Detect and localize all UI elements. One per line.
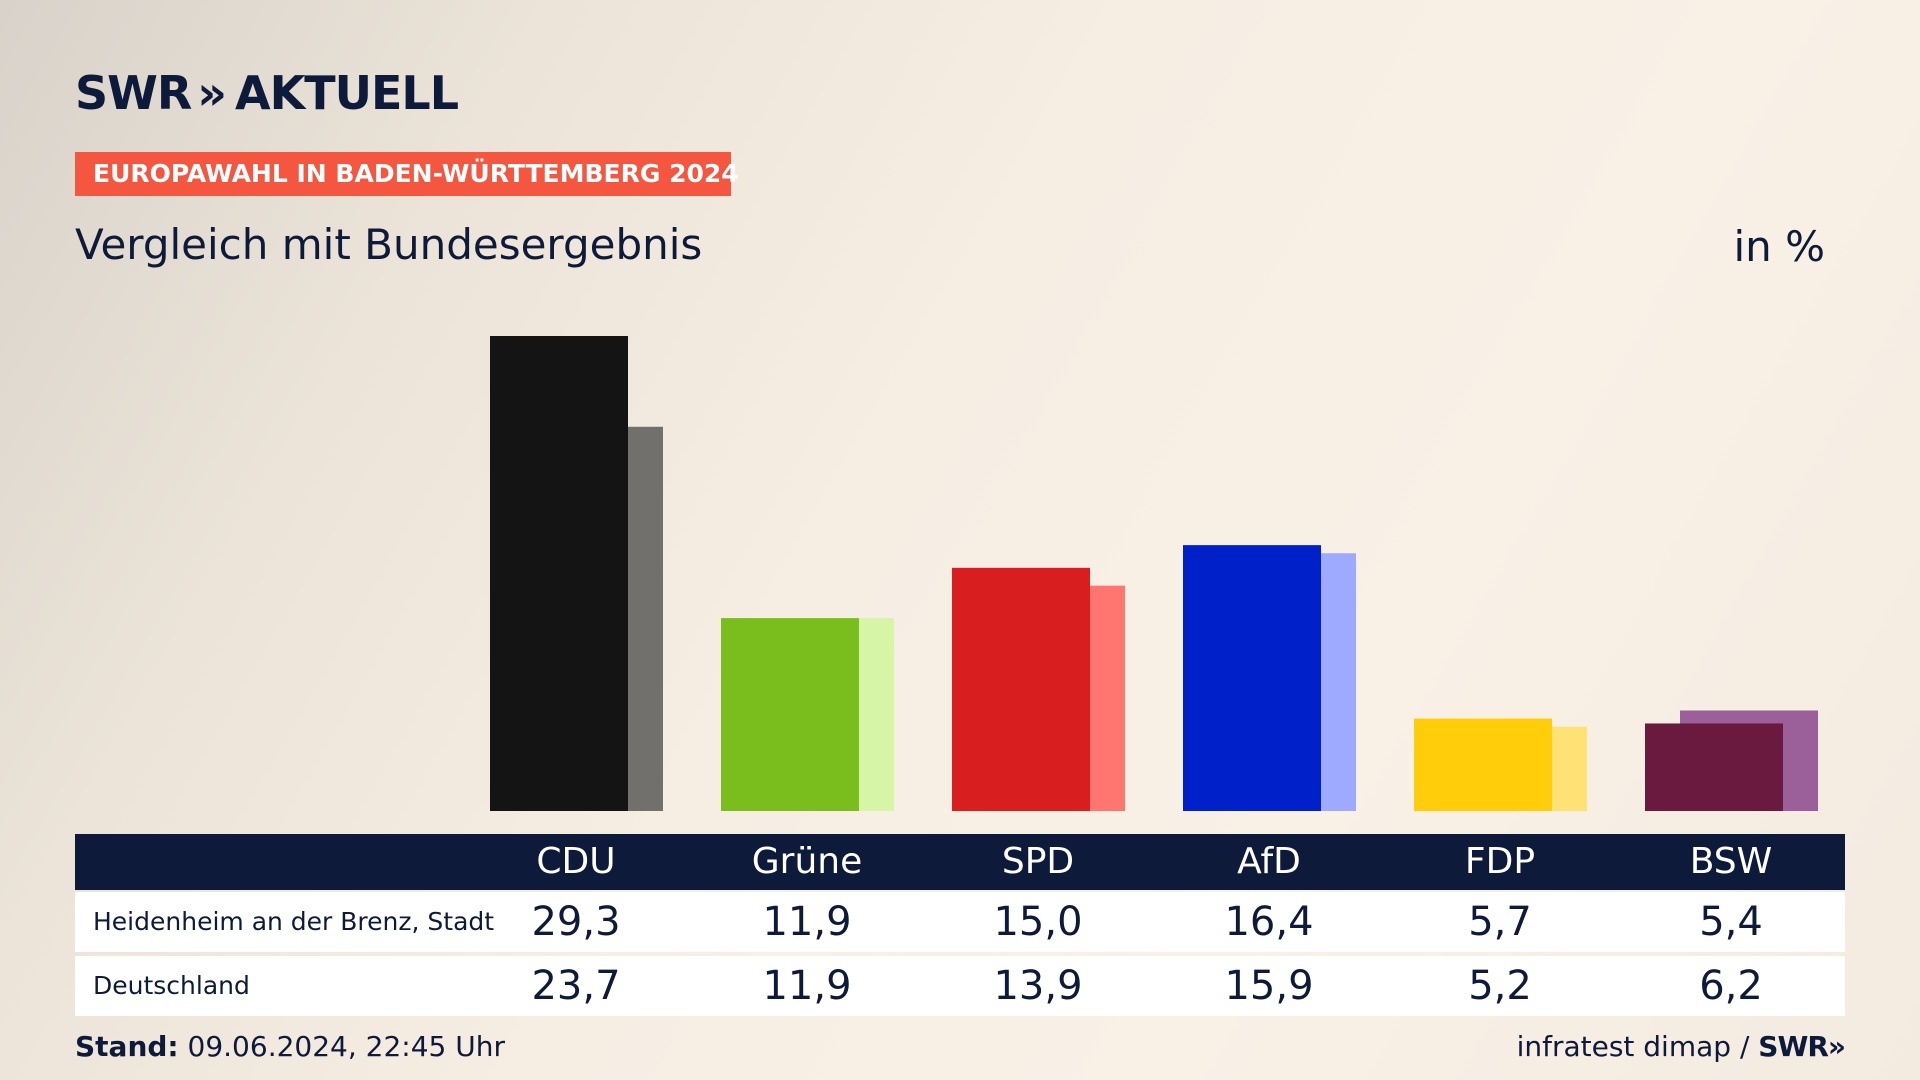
party-label-gruene: Grüne [751, 841, 863, 882]
value-bsw-heidenheim: 5,4 [1699, 899, 1763, 945]
value-cdu-heidenheim: 29,3 [531, 899, 621, 945]
logo-aktuell: AKTUELL [235, 66, 459, 120]
bar-afd-heidenheim [1183, 545, 1321, 811]
table-row: Heidenheim an der Brenz, Stadt 29,3 11,9 1… [75, 892, 1845, 952]
source-text: infratest dimap / [1516, 1030, 1750, 1063]
bar-cdu-heidenheim [490, 336, 628, 811]
party-label-cdu: CDU [536, 841, 616, 882]
bar-gruene-heidenheim [721, 618, 859, 811]
stand-value: 09.06.2024, 22:45 Uhr [187, 1030, 505, 1063]
value-fdp-heidenheim: 5,7 [1468, 899, 1532, 945]
source-logo: SWR» [1758, 1030, 1846, 1063]
value-afd-heidenheim: 16,4 [1224, 899, 1314, 945]
bar-fdp-deutschland [1552, 726, 1587, 811]
value-gruene-deutschland: 11,9 [762, 963, 852, 1009]
bar-cdu-deutschland [628, 426, 663, 811]
timestamp: Stand: 09.06.2024, 22:45 Uhr [75, 1030, 505, 1063]
party-label-fdp: FDP [1464, 841, 1536, 882]
table-header: CDU Grüne SPD AfD FDP BSW [75, 834, 1845, 890]
unit-label: in % [1733, 222, 1825, 271]
bar-gruene-deutschland [859, 618, 894, 811]
value-cdu-deutschland: 23,7 [531, 963, 621, 1009]
table-row: Deutschland 23,7 11,9 13,9 15,9 5,2 6,2 [75, 956, 1845, 1016]
bar-bsw-heidenheim [1645, 723, 1783, 811]
stand-label: Stand: [75, 1030, 179, 1063]
row-label-region: Heidenheim an der Brenz, Stadt [93, 907, 495, 936]
swr-aktuell-logo: SWR» AKTUELL [75, 66, 459, 120]
party-label-afd: AfD [1237, 841, 1301, 882]
chart-title: Vergleich mit Bundesergebnis [75, 220, 703, 269]
logo-swr: SWR [75, 66, 192, 120]
party-label-spd: SPD [1001, 841, 1075, 882]
bar-afd-deutschland [1321, 553, 1356, 811]
row-label-national: Deutschland [93, 971, 250, 1000]
value-spd-heidenheim: 15,0 [993, 899, 1083, 945]
bar-fdp-heidenheim [1414, 718, 1552, 811]
party-label-bsw: BSW [1689, 841, 1773, 882]
value-afd-deutschland: 15,9 [1224, 963, 1314, 1009]
bar-spd-deutschland [1090, 585, 1125, 811]
value-bsw-deutschland: 6,2 [1699, 963, 1763, 1009]
source-credit: infratest dimap / SWR» [1516, 1030, 1846, 1063]
value-gruene-heidenheim: 11,9 [762, 899, 852, 945]
value-spd-deutschland: 13,9 [993, 963, 1083, 1009]
value-fdp-deutschland: 5,2 [1468, 963, 1532, 1009]
election-kicker: EUROPAWAHL IN BADEN-WÜRTTEMBERG 2024 [75, 152, 739, 196]
bar-spd-heidenheim [952, 567, 1090, 811]
